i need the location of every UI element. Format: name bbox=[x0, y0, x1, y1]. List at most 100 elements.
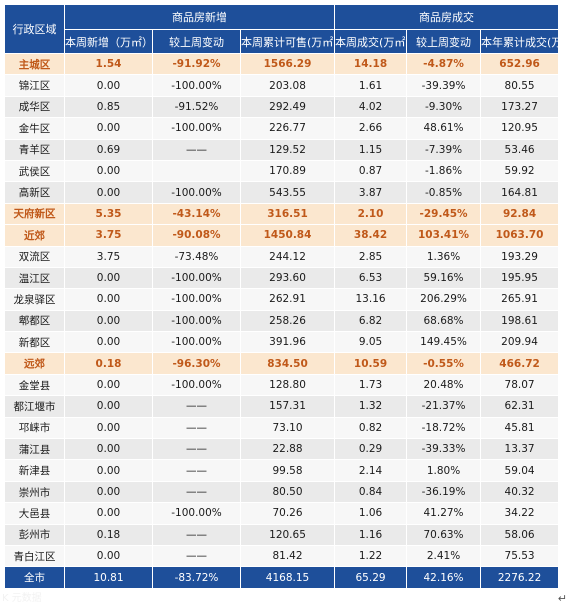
value-cell: 65.29 bbox=[334, 566, 408, 589]
column-header: 本周成交(万㎡) bbox=[334, 29, 408, 54]
value-cell: -91.52% bbox=[152, 95, 241, 119]
region-name-cell: 崇州市 bbox=[4, 480, 65, 504]
value-cell: 0.00 bbox=[64, 309, 153, 333]
value-cell: 834.50 bbox=[239, 352, 336, 375]
table-row: 金堂县 0.00 -100.00% 128.80 1.73 20.48% 78.07 bbox=[4, 373, 560, 397]
value-cell: 4168.15 bbox=[239, 566, 336, 589]
value-cell: 20.48% bbox=[406, 373, 482, 397]
value-cell: -100.00% bbox=[152, 117, 241, 140]
value-cell: 0.00 bbox=[64, 181, 153, 204]
value-cell: 2.14 bbox=[334, 459, 408, 482]
value-cell: -7.39% bbox=[406, 138, 482, 161]
value-cell: 128.80 bbox=[239, 373, 336, 397]
region-name-cell: 双流区 bbox=[4, 245, 65, 268]
value-cell: 1566.29 bbox=[239, 52, 336, 76]
value-cell: —— bbox=[152, 544, 241, 568]
table-row: 武侯区 0.00 170.89 0.87 -1.86% 59.92 bbox=[4, 159, 560, 183]
column-header: 本年累计成交(万㎡) bbox=[480, 29, 560, 54]
table-row: 蒲江县 0.00 —— 22.88 0.29 -39.33% 13.37 bbox=[4, 438, 560, 461]
value-cell: 206.29% bbox=[406, 288, 482, 311]
table-row: 金牛区 0.00 -100.00% 226.77 2.66 48.61% 120.95 bbox=[4, 117, 560, 140]
value-cell: 2276.22 bbox=[480, 566, 560, 589]
value-cell: 1450.84 bbox=[239, 224, 336, 247]
region-name-cell: 锦江区 bbox=[4, 74, 65, 97]
value-cell: 1.22 bbox=[334, 544, 408, 568]
value-cell: 0.00 bbox=[64, 395, 153, 418]
value-cell: 0.00 bbox=[64, 438, 153, 461]
value-cell: 80.50 bbox=[239, 480, 336, 504]
value-cell: 14.18 bbox=[334, 52, 408, 76]
table-row: 新都区 0.00 -100.00% 391.96 9.05 149.45% 209.94 bbox=[4, 331, 560, 354]
value-cell: 70.63% bbox=[406, 523, 482, 546]
value-cell bbox=[152, 159, 241, 183]
region-name-cell: 青羊区 bbox=[4, 138, 65, 161]
housing-stats-table: 行政区域 商品房新增 商品房成交 本周新增（万㎡） 较上周变动 本周累计可售(万… bbox=[4, 4, 560, 589]
column-header: 较上周变动 bbox=[152, 29, 241, 54]
value-cell: 0.87 bbox=[334, 159, 408, 183]
value-cell: 0.69 bbox=[64, 138, 153, 161]
table-row: 新津县 0.00 —— 99.58 2.14 1.80% 59.04 bbox=[4, 459, 560, 482]
table-row: 郫都区 0.00 -100.00% 258.26 6.82 68.68% 198.61 bbox=[4, 309, 560, 333]
value-cell: 0.18 bbox=[64, 523, 153, 546]
region-name-cell: 邛崃市 bbox=[4, 416, 65, 440]
value-cell: 2.41% bbox=[406, 544, 482, 568]
value-cell: 6.82 bbox=[334, 309, 408, 333]
table-row: 崇州市 0.00 —— 80.50 0.84 -36.19% 40.32 bbox=[4, 480, 560, 504]
value-cell: 149.45% bbox=[406, 331, 482, 354]
table-row: 成华区 0.85 -91.52% 292.49 4.02 -9.30% 173.27 bbox=[4, 95, 560, 119]
table-row: 双流区 3.75 -73.48% 244.12 2.85 1.36% 193.29 bbox=[4, 245, 560, 268]
new-supply-group-header: 商品房新增 bbox=[63, 4, 336, 30]
value-cell: 58.06 bbox=[480, 523, 560, 546]
value-cell: 5.35 bbox=[64, 202, 153, 226]
value-cell: 0.84 bbox=[334, 480, 408, 504]
value-cell: 0.00 bbox=[64, 544, 153, 568]
table-header: 行政区域 商品房新增 商品房成交 本周新增（万㎡） 较上周变动 本周累计可售(万… bbox=[4, 4, 560, 54]
value-cell: 0.85 bbox=[64, 95, 153, 119]
region-name-cell: 全市 bbox=[4, 566, 65, 589]
value-cell: —— bbox=[152, 459, 241, 482]
value-cell: 1.61 bbox=[334, 74, 408, 97]
value-cell: 265.91 bbox=[480, 288, 560, 311]
value-cell: -0.85% bbox=[406, 181, 482, 204]
value-cell: 391.96 bbox=[239, 331, 336, 354]
value-cell: —— bbox=[152, 138, 241, 161]
value-cell: 2.66 bbox=[334, 117, 408, 140]
value-cell: —— bbox=[152, 416, 241, 440]
region-name-cell: 温江区 bbox=[4, 266, 65, 290]
region-name-cell: 近郊 bbox=[4, 224, 65, 247]
value-cell: 1.16 bbox=[334, 523, 408, 546]
value-cell: 9.05 bbox=[334, 331, 408, 354]
value-cell: 193.29 bbox=[480, 245, 560, 268]
watermark-text: K 元数据 bbox=[2, 593, 42, 604]
value-cell: 1063.70 bbox=[480, 224, 560, 247]
value-cell: 0.00 bbox=[64, 266, 153, 290]
region-name-cell: 蒲江县 bbox=[4, 438, 65, 461]
value-cell: 1.73 bbox=[334, 373, 408, 397]
value-cell: 62.31 bbox=[480, 395, 560, 418]
table-row: 高新区 0.00 -100.00% 543.55 3.87 -0.85% 164.81 bbox=[4, 181, 560, 204]
value-cell: -4.87% bbox=[406, 52, 482, 76]
value-cell: -83.72% bbox=[152, 566, 241, 589]
value-cell: 99.58 bbox=[239, 459, 336, 482]
value-cell: -100.00% bbox=[152, 331, 241, 354]
value-cell: 59.04 bbox=[480, 459, 560, 482]
value-cell: 0.00 bbox=[64, 459, 153, 482]
value-cell: 80.55 bbox=[480, 74, 560, 97]
value-cell: 0.00 bbox=[64, 288, 153, 311]
total-row: 全市 10.81 -83.72% 4168.15 65.29 42.16% 2276.22 bbox=[4, 566, 560, 589]
table-row: 都江堰市 0.00 —— 157.31 1.32 -21.37% 62.31 bbox=[4, 395, 560, 418]
value-cell: 48.61% bbox=[406, 117, 482, 140]
value-cell: 68.68% bbox=[406, 309, 482, 333]
region-name-cell: 都江堰市 bbox=[4, 395, 65, 418]
table-row: 锦江区 0.00 -100.00% 203.08 1.61 -39.39% 80.55 bbox=[4, 74, 560, 97]
value-cell: -100.00% bbox=[152, 373, 241, 397]
value-cell: 157.31 bbox=[239, 395, 336, 418]
region-name-cell: 主城区 bbox=[4, 52, 65, 76]
region-column-header: 行政区域 bbox=[4, 4, 65, 54]
value-cell: 262.91 bbox=[239, 288, 336, 311]
value-cell: -100.00% bbox=[152, 266, 241, 290]
value-cell: -96.30% bbox=[152, 352, 241, 375]
value-cell: 3.75 bbox=[64, 245, 153, 268]
value-cell: 0.00 bbox=[64, 117, 153, 140]
value-cell: -73.48% bbox=[152, 245, 241, 268]
